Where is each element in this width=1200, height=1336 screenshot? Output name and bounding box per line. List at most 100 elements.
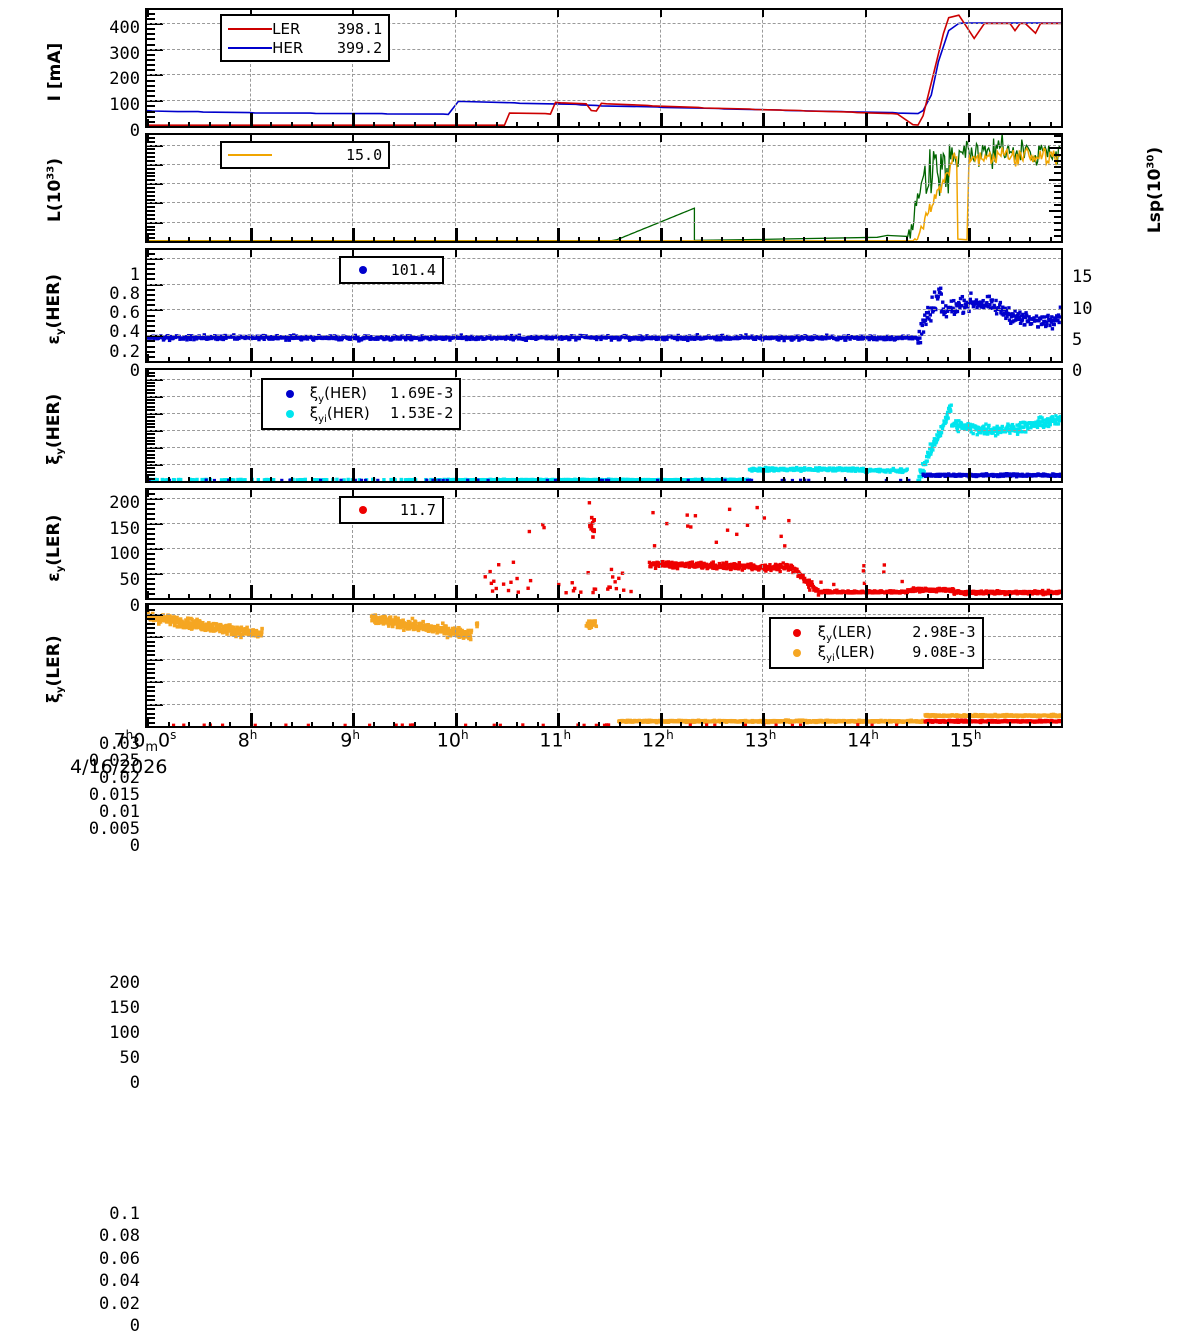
x-tick-minor bbox=[1050, 594, 1052, 598]
x-tick-minor bbox=[434, 357, 436, 361]
x-tick-minor bbox=[886, 594, 888, 598]
data-point-eps-her bbox=[1057, 321, 1060, 324]
data-point-eps-ler bbox=[502, 582, 505, 585]
data-point-xi-yi-her bbox=[918, 478, 921, 481]
x-tick-minor bbox=[311, 594, 313, 598]
y-tick-minor bbox=[147, 175, 155, 177]
y-tick-label-right: 15 bbox=[1072, 269, 1098, 286]
x-tick-minor bbox=[803, 594, 805, 598]
y-tick-minor bbox=[147, 13, 155, 15]
data-point-eps-ler bbox=[591, 591, 594, 594]
x-tick-minor bbox=[1009, 594, 1011, 598]
y-tick-minor bbox=[147, 152, 155, 154]
data-point-eps-ler bbox=[728, 508, 731, 511]
x-tick-top bbox=[557, 370, 559, 377]
data-point-eps-ler bbox=[694, 514, 697, 517]
data-point-eps-her bbox=[929, 313, 932, 316]
x-tick bbox=[352, 113, 355, 126]
y-tick-minor bbox=[147, 406, 155, 408]
y-tick-major bbox=[147, 126, 163, 128]
data-point-eps-her bbox=[945, 315, 948, 318]
data-point-eps-ler bbox=[808, 588, 811, 591]
x-tick-top bbox=[455, 10, 457, 17]
x-tick-minor bbox=[886, 477, 888, 481]
gridline-horizontal bbox=[147, 100, 1061, 101]
gridline-horizontal bbox=[147, 222, 1061, 223]
legend-dot-swatch bbox=[359, 506, 367, 514]
x-tick-minor bbox=[824, 237, 826, 241]
data-point-eps-her bbox=[988, 303, 991, 306]
gridline-horizontal bbox=[147, 335, 1061, 336]
x-tick-minor bbox=[947, 477, 949, 481]
legend-series-value: 101.4 bbox=[391, 261, 436, 279]
x-tick-minor bbox=[168, 237, 170, 241]
data-point-eps-her bbox=[922, 330, 925, 333]
x-tick-minor bbox=[680, 594, 682, 598]
x-tick-minor bbox=[496, 237, 498, 241]
data-point-eps-ler bbox=[495, 587, 498, 590]
x-tick-minor bbox=[434, 477, 436, 481]
gridline-horizontal bbox=[147, 548, 1061, 549]
gridline-horizontal bbox=[147, 183, 1061, 184]
data-point-xi-y-her bbox=[319, 479, 322, 482]
data-point-xi-y-her bbox=[442, 479, 445, 482]
y-tick-minor bbox=[147, 443, 155, 445]
data-point-eps-ler bbox=[515, 577, 518, 580]
y-tick-minor bbox=[147, 389, 155, 391]
y-tick-minor bbox=[147, 28, 155, 30]
x-tick-minor bbox=[291, 477, 293, 481]
data-point-xi-yi-her bbox=[232, 478, 235, 481]
y-tick-minor bbox=[147, 141, 155, 143]
legend-line-swatch bbox=[228, 28, 272, 30]
data-point-eps-ler bbox=[712, 560, 715, 563]
x-tick-top bbox=[762, 135, 764, 142]
y-tick-minor bbox=[147, 253, 155, 255]
data-point-eps-ler bbox=[609, 586, 612, 589]
y-tick-minor bbox=[147, 206, 155, 208]
legend-row: ξy(HER)1.69E-3 bbox=[269, 384, 453, 404]
gridline-vertical bbox=[455, 250, 456, 361]
x-tick-minor bbox=[721, 122, 723, 126]
x-tick-minor bbox=[639, 594, 641, 598]
y-tick-minor bbox=[147, 325, 155, 327]
y-tick-right-minor bbox=[1054, 160, 1061, 162]
data-point-xi-y-her bbox=[1059, 473, 1062, 476]
data-point-eps-ler bbox=[755, 506, 758, 509]
data-point-eps-her bbox=[1051, 327, 1054, 330]
y-tick-minor bbox=[147, 195, 155, 197]
y-tick-label: 300 bbox=[80, 46, 140, 63]
x-tick-minor bbox=[373, 357, 375, 361]
y-tick-label: 0.015 bbox=[80, 787, 140, 804]
x-tick-minor bbox=[906, 477, 908, 481]
x-tick bbox=[455, 348, 458, 361]
y-tick-minor bbox=[147, 478, 155, 480]
x-tick-minor bbox=[844, 594, 846, 598]
gridline-vertical bbox=[968, 250, 969, 361]
gridline-vertical bbox=[762, 135, 763, 241]
data-point-eps-ler bbox=[588, 525, 592, 529]
data-point-eps-ler bbox=[686, 513, 689, 516]
x-tick-top bbox=[455, 250, 457, 257]
y-tick-minor bbox=[147, 90, 155, 92]
x-tick-minor bbox=[947, 122, 949, 126]
x-tick-minor bbox=[927, 122, 929, 126]
x-tick-minor bbox=[619, 237, 621, 241]
data-point-xi-yi-her bbox=[257, 478, 260, 481]
data-point-eps-ler bbox=[529, 579, 532, 582]
y-tick-major bbox=[147, 598, 163, 600]
x-tick-minor bbox=[1029, 477, 1031, 481]
gridline-vertical bbox=[762, 490, 763, 598]
x-tick-top bbox=[865, 135, 867, 142]
y-tick-minor bbox=[147, 233, 155, 235]
x-tick bbox=[557, 348, 560, 361]
x-tick-minor bbox=[844, 122, 846, 126]
y-tick-minor bbox=[147, 330, 155, 332]
data-point-eps-her bbox=[921, 324, 924, 327]
y-tick-minor bbox=[147, 187, 155, 189]
y-tick-minor bbox=[147, 392, 155, 394]
data-point-xi-y-her bbox=[656, 479, 659, 482]
data-point-eps-her bbox=[1046, 314, 1049, 317]
data-point-xi-yi-ler bbox=[245, 626, 249, 630]
